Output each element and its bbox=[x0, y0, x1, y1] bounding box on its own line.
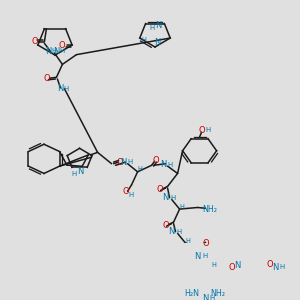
Text: O: O bbox=[162, 221, 169, 230]
Text: N: N bbox=[57, 84, 64, 93]
Text: N: N bbox=[234, 260, 241, 269]
Text: N: N bbox=[154, 38, 160, 47]
Text: H: H bbox=[209, 295, 214, 300]
Text: H: H bbox=[137, 167, 142, 172]
Text: N: N bbox=[168, 227, 175, 236]
Text: O: O bbox=[31, 37, 38, 46]
Text: O: O bbox=[122, 187, 129, 196]
Text: O: O bbox=[43, 74, 50, 83]
Text: O: O bbox=[266, 260, 273, 269]
Text: H: H bbox=[59, 48, 64, 54]
Text: N: N bbox=[120, 158, 127, 166]
Text: O: O bbox=[156, 185, 163, 194]
Text: N: N bbox=[53, 46, 59, 56]
Text: H: H bbox=[141, 37, 146, 43]
Text: H: H bbox=[205, 128, 210, 134]
Text: H: H bbox=[64, 86, 69, 92]
Text: H: H bbox=[128, 191, 133, 197]
Text: N: N bbox=[202, 294, 209, 300]
Text: O: O bbox=[152, 156, 159, 165]
Text: N: N bbox=[160, 160, 167, 169]
Text: O: O bbox=[228, 263, 235, 272]
Text: N: N bbox=[155, 21, 162, 30]
Text: H: H bbox=[150, 25, 155, 31]
Text: O: O bbox=[202, 238, 209, 247]
Text: N: N bbox=[194, 252, 201, 261]
Text: H: H bbox=[170, 195, 175, 201]
Text: O: O bbox=[198, 126, 205, 135]
Text: H: H bbox=[185, 238, 190, 244]
Text: N: N bbox=[77, 167, 83, 176]
Text: H₂N: H₂N bbox=[184, 289, 199, 298]
Text: H: H bbox=[279, 265, 284, 271]
Text: H: H bbox=[167, 161, 172, 167]
Text: H: H bbox=[202, 253, 207, 259]
Text: H: H bbox=[211, 262, 216, 268]
Text: NH₂: NH₂ bbox=[210, 289, 225, 298]
Text: N: N bbox=[162, 193, 169, 202]
Text: N: N bbox=[272, 263, 279, 272]
Text: H: H bbox=[127, 159, 132, 165]
Text: O: O bbox=[116, 158, 123, 166]
Text: O: O bbox=[59, 40, 65, 50]
Text: H: H bbox=[176, 229, 181, 235]
Text: H: H bbox=[179, 204, 184, 210]
Text: N: N bbox=[45, 47, 52, 56]
Text: H: H bbox=[71, 171, 77, 177]
Text: H: H bbox=[52, 48, 57, 54]
Text: NH₂: NH₂ bbox=[202, 205, 217, 214]
